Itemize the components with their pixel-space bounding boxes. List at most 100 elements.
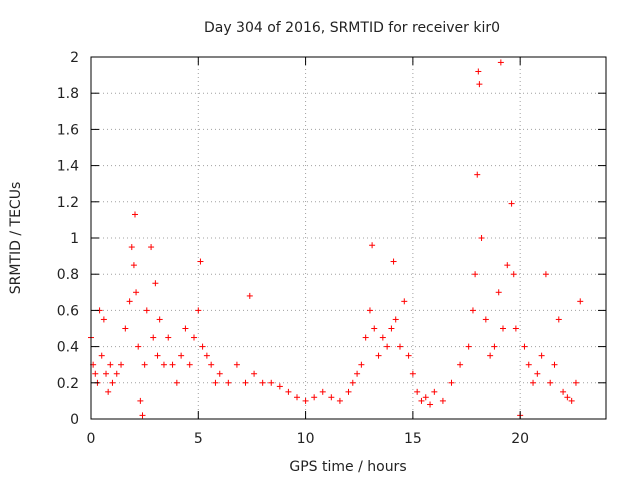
chart-title: Day 304 of 2016, SRMTID for receiver kir… (204, 20, 500, 36)
data-point (128, 244, 135, 251)
data-point (208, 361, 215, 368)
data-point (148, 244, 155, 251)
data-point (103, 370, 110, 377)
y-tick-label: 0.6 (57, 303, 79, 319)
data-point (427, 401, 434, 408)
data-point (131, 211, 138, 218)
data-point (349, 379, 356, 386)
data-point (212, 379, 219, 386)
data-point (182, 325, 189, 332)
data-point (285, 388, 292, 395)
data-point (302, 397, 309, 404)
data-point (137, 397, 144, 404)
data-point (242, 379, 249, 386)
data-point (405, 352, 412, 359)
y-tick-label: 0.8 (57, 267, 79, 283)
data-point (311, 394, 318, 401)
data-point (294, 394, 300, 401)
data-point (139, 412, 146, 419)
data-point (504, 262, 511, 269)
data-point (469, 307, 476, 314)
data-point (577, 298, 584, 305)
data-point (495, 289, 502, 296)
data-point (197, 258, 204, 265)
data-point (122, 325, 129, 332)
data-point (141, 361, 148, 368)
data-point (401, 298, 408, 305)
data-point (191, 334, 197, 341)
data-point (397, 343, 403, 350)
y-tick-label: 0.4 (57, 340, 79, 356)
y-tick-label: 1.8 (57, 86, 79, 102)
y-tick-label: 2 (70, 50, 79, 66)
data-point (414, 388, 421, 395)
data-point (390, 258, 397, 265)
data-point (487, 352, 494, 359)
data-point (156, 316, 163, 323)
data-point (472, 271, 479, 278)
data-point (512, 325, 519, 332)
data-point (233, 361, 240, 368)
data-point (418, 397, 425, 404)
data-point (392, 316, 399, 323)
data-point (259, 379, 266, 386)
data-point (371, 325, 378, 332)
data-point (354, 370, 361, 377)
data-point (497, 59, 504, 66)
data-point (276, 383, 283, 390)
data-point (143, 307, 150, 314)
data-point (521, 343, 528, 350)
data-point (186, 361, 193, 368)
y-tick-label: 0 (70, 412, 79, 428)
x-tick-label: 0 (87, 431, 96, 447)
data-point (530, 379, 537, 386)
data-point (118, 361, 125, 368)
data-point (105, 388, 112, 395)
y-tick-label: 1 (70, 231, 79, 247)
data-point (525, 361, 532, 368)
data-points (88, 59, 584, 419)
data-point (130, 262, 137, 269)
data-point (358, 361, 365, 368)
y-tick-label: 1.6 (57, 122, 79, 138)
data-point (345, 388, 352, 395)
data-point (165, 334, 172, 341)
data-point (491, 343, 498, 350)
data-point (508, 200, 515, 207)
data-point (538, 352, 545, 359)
x-axis-label: GPS time / hours (289, 459, 406, 475)
data-point (135, 343, 142, 350)
data-point (113, 370, 120, 377)
data-point (251, 370, 258, 377)
data-point (560, 388, 567, 395)
data-point (203, 352, 210, 359)
axis-ticks: 00.20.40.60.811.21.41.61.820 5 10 15 20 (57, 50, 606, 447)
data-point (160, 361, 167, 368)
data-point (199, 343, 206, 350)
data-point (555, 316, 562, 323)
y-tick-label: 1.4 (57, 159, 79, 175)
x-tick-label: 5 (194, 431, 203, 447)
data-point (336, 397, 343, 404)
data-point (173, 379, 180, 386)
y-tick-label: 0.2 (57, 376, 79, 392)
data-point (366, 307, 373, 314)
data-point (431, 388, 438, 395)
x-tick-label: 20 (511, 431, 529, 447)
data-point (478, 235, 485, 241)
data-point (154, 352, 161, 359)
data-point (107, 361, 114, 368)
data-point (150, 334, 157, 341)
data-point (422, 394, 429, 401)
data-point (439, 397, 446, 404)
data-point (448, 379, 455, 386)
data-point (564, 394, 571, 401)
data-point (465, 343, 472, 350)
grid-lines (91, 57, 606, 419)
data-point (225, 379, 232, 386)
data-point (409, 370, 416, 377)
data-point (476, 81, 483, 88)
data-point (319, 388, 326, 395)
data-point (133, 289, 140, 296)
data-point (98, 352, 105, 359)
